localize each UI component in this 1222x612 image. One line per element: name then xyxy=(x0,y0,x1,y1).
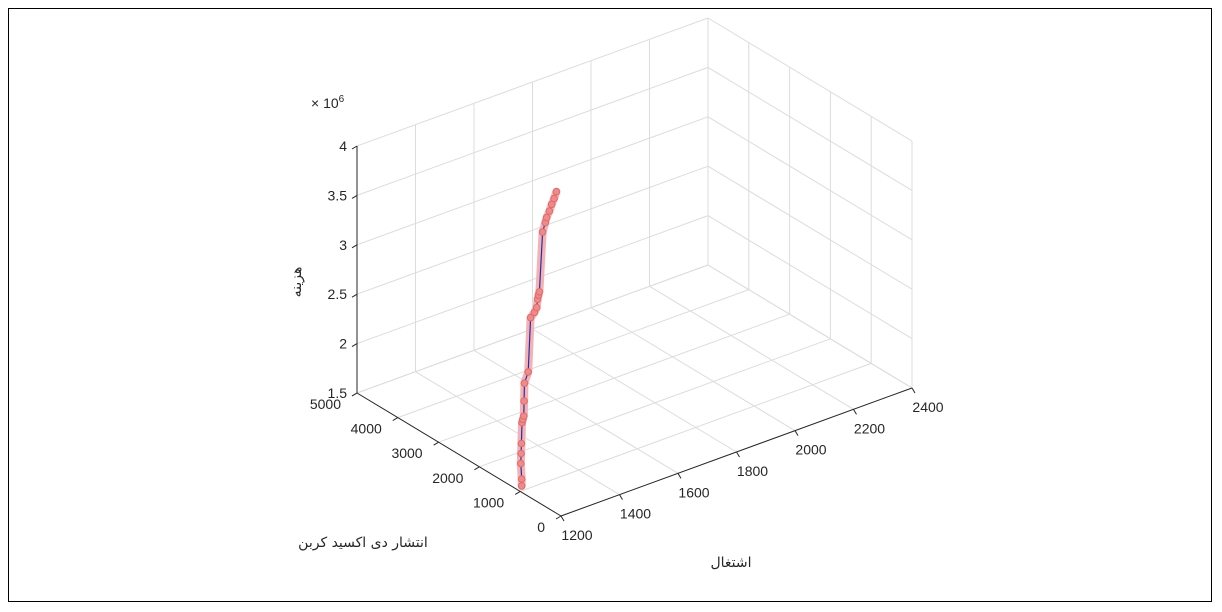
data-point xyxy=(538,228,547,236)
z-multiplier-label: × 106 xyxy=(311,94,345,111)
z-tick-label: 3.5 xyxy=(328,187,348,203)
y-tick-label: 0 xyxy=(537,519,545,535)
floor-grid-y xyxy=(520,362,872,492)
x-tick-mark xyxy=(619,494,623,500)
floor-grid-y xyxy=(438,313,790,443)
x-tick-label: 1400 xyxy=(620,506,651,522)
z-multiplier-exponent: 6 xyxy=(339,94,345,105)
z-axis-label: هزینه xyxy=(289,267,305,298)
backwall-grid-z xyxy=(356,215,709,345)
z-tick-mark xyxy=(351,293,358,298)
data-point xyxy=(552,187,561,196)
z-multiplier-base: × 10 xyxy=(311,95,339,111)
data-layer xyxy=(516,187,561,490)
sidewall-grid-z xyxy=(707,264,913,389)
floor-grid-x xyxy=(473,349,679,474)
z-tick-mark xyxy=(351,145,358,150)
x-tick-label: 2000 xyxy=(795,442,826,458)
z-tick-label: 2 xyxy=(339,336,347,352)
z-tick-mark xyxy=(351,392,358,397)
y-tick-mark xyxy=(474,466,480,471)
series-highlight-band xyxy=(516,187,561,490)
y-tick-label: 5000 xyxy=(310,396,341,412)
z-tick-label: 1.5 xyxy=(328,385,348,401)
floor-grid-y xyxy=(479,338,831,468)
sidewall-grid-z xyxy=(707,116,913,241)
y-tick-mark xyxy=(433,441,439,446)
x-tick-label: 1200 xyxy=(561,527,592,543)
data-point xyxy=(520,397,528,405)
x-axis-label: اشتغال xyxy=(710,555,751,571)
x-tick-mark xyxy=(794,430,799,436)
floor-grid-y xyxy=(397,289,749,419)
x-tick-mark xyxy=(911,387,916,394)
y-axis-label: انتشار دی اکسید کربن xyxy=(298,535,428,551)
z-tick-mark xyxy=(351,343,358,348)
backwall-grid-z xyxy=(356,17,709,147)
sidewall-grid-z xyxy=(707,66,913,191)
data-point xyxy=(517,459,525,468)
x-tick-mark xyxy=(853,409,857,415)
x-tick-mark xyxy=(560,515,565,522)
sidewall-grid-z xyxy=(707,165,913,290)
backwall-grid-z xyxy=(356,165,709,295)
y-axis-line xyxy=(356,392,562,517)
data-point xyxy=(526,313,535,322)
figure-frame: 1200 1400 1600 1800 2000 2200 2400 0 1000 2000 300… xyxy=(8,8,1212,602)
chart-3d-line: 1200140016001800200022002400010002000300… xyxy=(289,17,944,571)
z-tick-mark xyxy=(351,244,358,249)
data-point xyxy=(517,482,526,490)
data-point xyxy=(520,412,528,420)
sidewall-grid-z xyxy=(707,215,913,340)
data-point xyxy=(545,207,554,215)
x-tick-label: 2200 xyxy=(854,420,885,436)
y-tick-mark xyxy=(555,515,562,520)
floor-grid-x xyxy=(649,285,854,410)
y-tick-mark xyxy=(514,490,521,495)
floor-grid-x xyxy=(590,307,796,432)
y-tick-mark xyxy=(392,417,399,422)
x-tick-mark xyxy=(677,473,682,479)
data-point xyxy=(524,368,533,376)
z-tick-label: 4 xyxy=(339,138,347,154)
sidewall-grid-z xyxy=(707,17,913,142)
floor-grid-x xyxy=(532,328,737,453)
data-point xyxy=(520,379,529,388)
z-tick-label: 2.5 xyxy=(328,286,348,302)
x-tick-mark xyxy=(736,451,740,458)
z-tick-mark xyxy=(351,194,358,199)
data-point xyxy=(542,213,551,222)
data-point xyxy=(550,194,558,203)
x-tick-label: 1600 xyxy=(678,484,709,500)
y-tick-label: 1000 xyxy=(473,494,504,510)
data-point xyxy=(517,439,526,448)
data-point xyxy=(535,288,544,296)
grid-layer xyxy=(356,17,913,517)
data-point xyxy=(517,449,525,458)
backwall-grid-z xyxy=(356,66,709,196)
z-tick-label: 3 xyxy=(339,237,347,253)
data-point xyxy=(532,303,541,312)
y-tick-label: 2000 xyxy=(432,470,463,486)
y-tick-label: 3000 xyxy=(391,445,422,461)
x-tick-label: 1800 xyxy=(737,463,768,479)
backwall-grid-z xyxy=(356,116,709,246)
ticks-layer: 1200140016001800200022002400010002000300… xyxy=(310,138,944,543)
y-tick-label: 4000 xyxy=(351,421,382,437)
x-tick-label: 2400 xyxy=(912,399,943,415)
floor-grid-x xyxy=(415,371,620,496)
data-point xyxy=(517,475,526,483)
